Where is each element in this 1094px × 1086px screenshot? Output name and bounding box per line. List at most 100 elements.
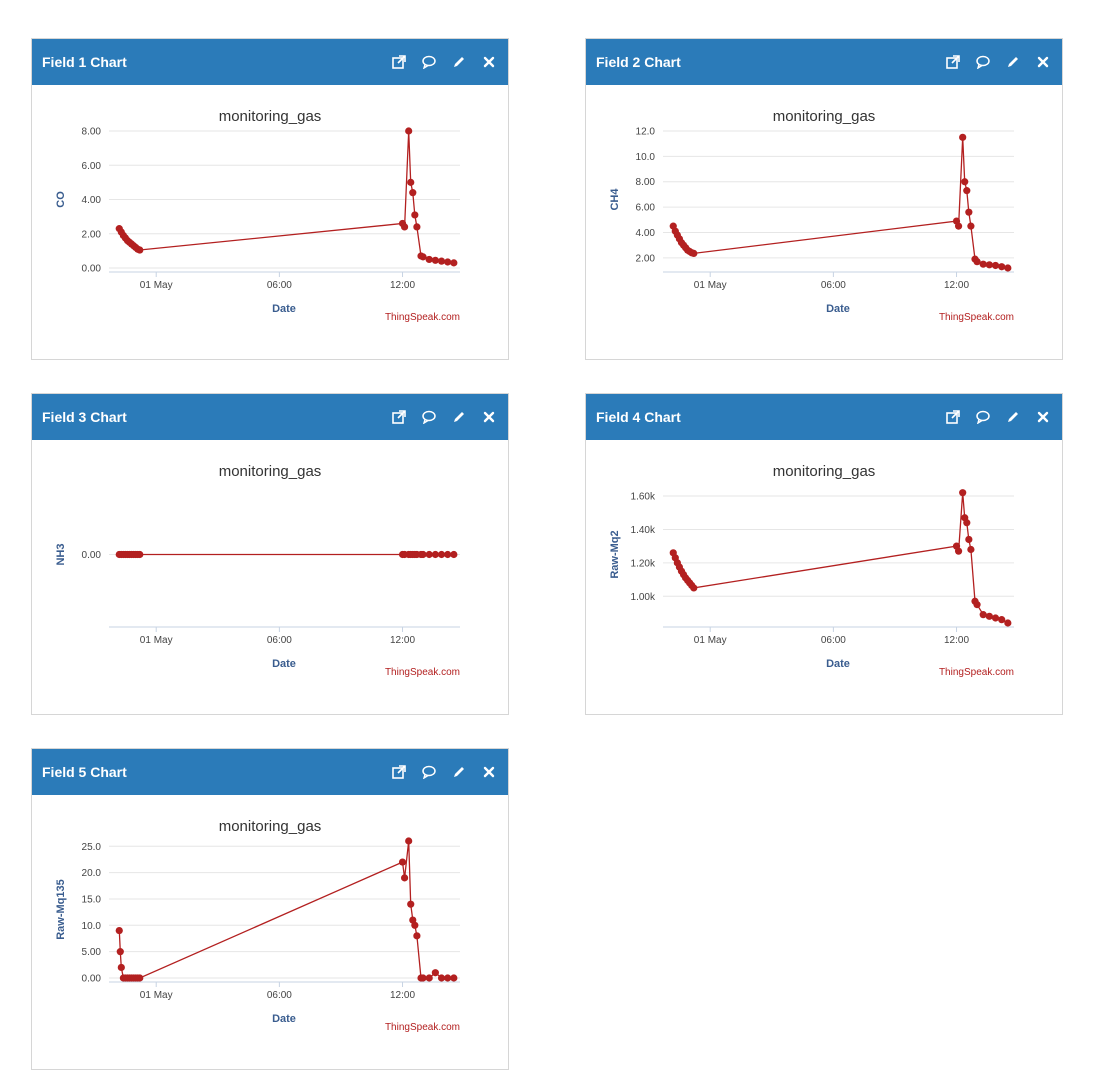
data-point [985,261,993,269]
x-tick-label: 01 May [140,280,173,291]
data-point [959,489,967,497]
y-tick-label: 5.00 [82,947,102,958]
series-line [672,137,1008,269]
chart-area: monitoring_gas 1.00k 1.20k 1.40k 1.60k 01 May… [586,440,1062,714]
close-icon[interactable] [1034,408,1052,426]
data-point [1004,619,1012,627]
comment-icon[interactable] [420,53,438,71]
data-point [998,616,1006,624]
chart-title: monitoring_gas [773,108,876,125]
open-window-icon[interactable] [944,53,962,71]
y-tick-label: 10.0 [636,152,656,163]
y-axis-label: Raw-Mq135 [55,879,67,940]
chart-svg: monitoring_gas 0.00 2.00 4.00 6.00 8.00 01 May… [55,108,460,323]
chart-credit: ThingSpeak.com [385,312,460,323]
panel-title: Field 5 Chart [42,764,127,780]
data-point [413,223,421,231]
panel-title: Field 2 Chart [596,54,681,70]
close-icon[interactable] [480,53,498,71]
data-point [437,974,446,982]
chart-panel-field-2: Field 2 Chart monitoring_gas 2.00 4.00 6.00… [585,38,1063,360]
data-point [405,127,413,135]
chart-panel-field-5: Field 5 Chart monitoring_gas 0.00 5.00 10.0… [31,748,509,1070]
data-point [991,614,1000,622]
chart-title: monitoring_gas [219,463,322,480]
data-point [136,246,144,254]
y-tick-label: 6.00 [82,161,102,172]
data-point [425,974,433,982]
data-point [979,260,987,268]
chart-title: monitoring_gas [219,108,322,125]
data-point [979,611,987,619]
panel-actions [390,53,498,71]
panel-title: Field 4 Chart [596,409,681,425]
data-point [411,921,419,929]
x-axis-label: Date [826,658,850,670]
close-icon[interactable] [1034,53,1052,71]
data-point [959,133,967,141]
data-point [116,948,124,956]
x-tick-label: 06:00 [267,990,292,1001]
data-point [400,874,409,882]
x-axis-label: Date [272,303,296,315]
data-point [437,550,446,559]
data-point [115,926,123,935]
y-tick-label: 2.00 [82,229,102,240]
chart-svg: monitoring_gas 0.00 01 May 06:00 12:00 Date NH… [55,463,460,678]
open-window-icon[interactable] [390,408,408,426]
data-point [961,178,969,186]
panel-actions [390,408,498,426]
comment-icon[interactable] [420,763,438,781]
data-point [411,211,419,219]
y-tick-label: 0.00 [82,264,102,275]
chart-svg: monitoring_gas 2.00 4.00 6.00 8.00 10.0 12.0 01… [609,108,1014,323]
x-axis-label: Date [826,303,850,315]
data-point [425,255,433,264]
open-window-icon[interactable] [390,763,408,781]
x-tick-label: 12:00 [944,635,969,646]
chart-panel-field-4: Field 4 Chart monitoring_gas 1.00k 1.20k 1.… [585,393,1063,715]
comment-icon[interactable] [420,408,438,426]
pencil-icon[interactable] [450,763,468,781]
open-window-icon[interactable] [390,53,408,71]
chart-credit: ThingSpeak.com [939,312,1014,323]
panel-header: Field 2 Chart [586,39,1062,85]
y-axis-label: NH3 [55,543,67,565]
panel-header: Field 1 Chart [32,39,508,85]
x-axis-label: Date [272,658,296,670]
data-point [450,259,458,267]
close-icon[interactable] [480,763,498,781]
chart-panel-field-3: Field 3 Chart monitoring_gas 0.00 01 May 06… [31,393,509,715]
comment-icon[interactable] [974,408,992,426]
data-point [419,550,427,559]
series-line [118,130,454,264]
chart-area: monitoring_gas 0.00 2.00 4.00 6.00 8.00 01 May… [32,85,508,359]
chart-credit: ThingSpeak.com [939,667,1014,678]
x-tick-label: 12:00 [390,990,415,1001]
open-window-icon[interactable] [944,408,962,426]
pencil-icon[interactable] [450,53,468,71]
x-tick-label: 12:00 [944,280,969,291]
data-point [425,550,433,559]
close-icon[interactable] [480,408,498,426]
data-point [965,208,973,216]
data-point [444,550,452,559]
pencil-icon[interactable] [1004,53,1022,71]
data-point [413,932,421,940]
data-point [954,222,963,230]
data-point [985,612,993,620]
x-tick-label: 06:00 [821,280,846,291]
data-point [690,249,698,258]
data-point [690,584,698,592]
x-tick-label: 12:00 [390,280,415,291]
data-point [431,256,439,264]
data-point [444,974,452,982]
data-point [136,550,144,559]
pencil-icon[interactable] [450,408,468,426]
data-point [444,258,452,266]
panel-actions [944,53,1052,71]
comment-icon[interactable] [974,53,992,71]
data-point [431,969,439,977]
y-tick-label: 25.0 [82,842,102,853]
pencil-icon[interactable] [1004,408,1022,426]
